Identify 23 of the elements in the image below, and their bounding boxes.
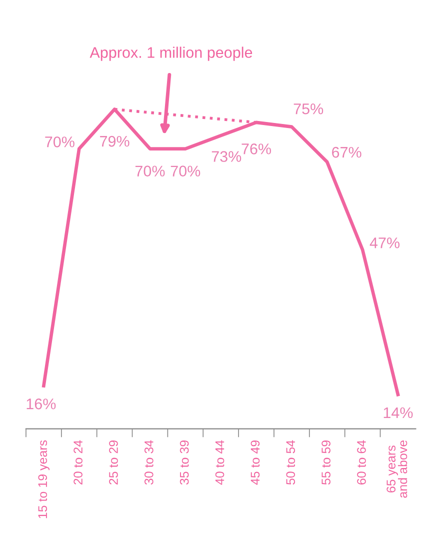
- data-label: 67%: [332, 146, 362, 158]
- data-label: 73%: [212, 151, 242, 162]
- x-tick-label: 40 to 44: [215, 440, 224, 485]
- data-label: 14%: [384, 407, 413, 418]
- data-label: 47%: [370, 238, 400, 248]
- x-tick-label: 20 to 24: [74, 440, 82, 484]
- x-tick-label: 60 to 64: [357, 440, 366, 484]
- data-label: 70%: [135, 166, 165, 176]
- data-label: 79%: [100, 136, 130, 147]
- x-tick-label: 30 to 34: [144, 440, 154, 485]
- x-tick-label: 55 to 59: [322, 440, 330, 485]
- data-label: 70%: [170, 166, 200, 176]
- x-tick-label: 65 years and above: [386, 440, 408, 498]
- x-tick-label: 25 to 29: [109, 440, 118, 484]
- data-label: 75%: [294, 104, 324, 114]
- data-label: 16%: [26, 398, 56, 410]
- x-tick-label: 50 to 54: [286, 440, 296, 485]
- data-label: 76%: [242, 144, 272, 154]
- text: Approx. 1 million people: [90, 46, 252, 61]
- x-tick-label: 15 to 19 years: [38, 440, 50, 518]
- x-tick-label: 45 to 49: [250, 440, 260, 485]
- x-tick-label: 35 to 39: [180, 440, 189, 485]
- data-label: 70%: [45, 136, 74, 148]
